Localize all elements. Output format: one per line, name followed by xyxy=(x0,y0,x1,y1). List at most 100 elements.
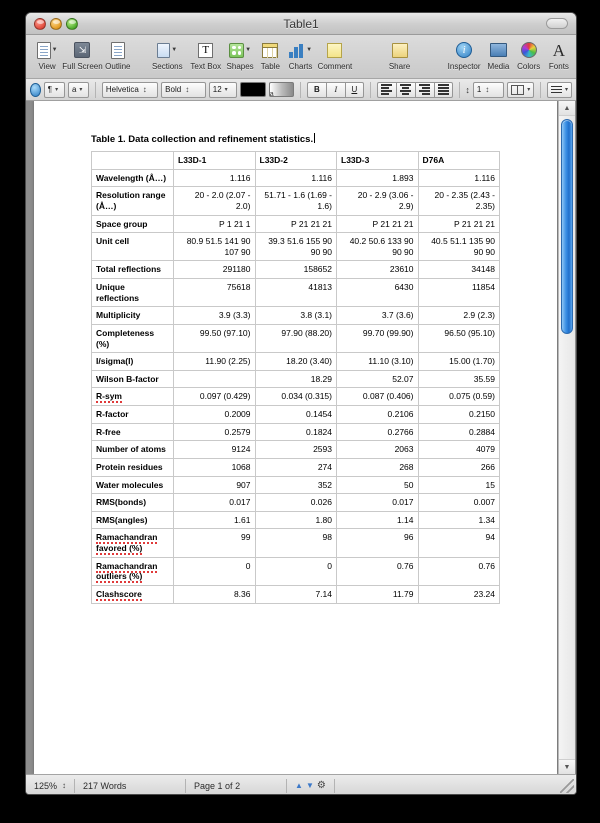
toolbar-item-text-box[interactable]: T Text Box xyxy=(187,38,225,71)
row-label[interactable]: R-factor xyxy=(91,405,174,424)
gear-icon[interactable]: ⚙ xyxy=(316,780,326,791)
table-cell[interactable]: 11854 xyxy=(417,277,500,308)
toolbar-item-shapes[interactable]: ▼ Shapes xyxy=(225,38,255,71)
text-fill-swatch[interactable]: a xyxy=(268,82,295,98)
row-label[interactable]: Ramachandran outliers (%) xyxy=(91,556,174,586)
table-cell[interactable]: 268 xyxy=(336,457,419,477)
row-label[interactable]: Protein residues xyxy=(91,457,174,477)
table-cell[interactable]: 11.10 (3.10) xyxy=(336,352,419,371)
table-corner-cell[interactable] xyxy=(91,151,174,170)
row-label[interactable]: Total reflections xyxy=(91,260,174,279)
table-cell[interactable]: 50 xyxy=(336,475,419,495)
bold-button[interactable]: B xyxy=(306,81,326,98)
font-size-field[interactable]: 12 xyxy=(208,81,238,98)
title-bar[interactable]: Table1 xyxy=(26,13,576,35)
table-cell[interactable]: 274 xyxy=(254,457,337,477)
table-cell[interactable]: 99.50 (97.10) xyxy=(173,323,256,354)
table-cell[interactable]: 1.14 xyxy=(336,510,419,530)
table-cell[interactable]: 52.07 xyxy=(336,369,419,389)
toolbar-item-media[interactable]: Media xyxy=(483,38,513,71)
font-typeface-popup[interactable]: Bold xyxy=(161,81,206,98)
table-cell[interactable]: P 1 21 1 xyxy=(173,214,256,234)
table-caption[interactable]: Table 1. Data collection and refinement … xyxy=(91,133,316,145)
table-cell[interactable]: 18.20 (3.40) xyxy=(254,352,337,371)
table-cell[interactable]: 23.24 xyxy=(417,584,500,604)
table-cell[interactable]: P 21 21 21 xyxy=(336,214,419,234)
table-cell[interactable]: 23610 xyxy=(336,260,419,279)
table-cell[interactable]: 3.7 (3.6) xyxy=(336,306,419,325)
table-cell[interactable]: 75618 xyxy=(173,277,256,308)
table-cell[interactable]: 98 xyxy=(254,528,337,558)
columns-popup[interactable] xyxy=(507,81,535,98)
table-cell[interactable]: 2593 xyxy=(254,440,337,459)
table-cell[interactable]: 0.2884 xyxy=(417,422,500,442)
row-label[interactable]: I/sigma(I) xyxy=(91,352,174,371)
table-cell[interactable]: 39.3 51.6 155 90 90 90 xyxy=(254,232,337,262)
table-cell[interactable]: 1.80 xyxy=(254,510,337,530)
table-cell[interactable]: 1.61 xyxy=(173,510,256,530)
align-right-button[interactable] xyxy=(414,81,434,98)
column-header-l33d-3[interactable]: L33D-3 xyxy=(336,151,419,170)
toolbar-item-inspector[interactable]: i Inspector xyxy=(445,38,483,71)
row-label[interactable]: RMS(bonds) xyxy=(91,493,174,512)
align-justify-button[interactable] xyxy=(433,81,453,98)
italic-button[interactable]: I xyxy=(325,81,345,98)
row-label[interactable]: Multiplicity xyxy=(91,306,174,325)
toolbar-item-share[interactable]: Share xyxy=(384,38,414,71)
table-cell[interactable]: 11.90 (2.25) xyxy=(173,352,256,371)
page-navigation[interactable]: ▲ ▼ ⚙ xyxy=(287,775,334,794)
table-cell[interactable]: 0.2579 xyxy=(173,422,256,442)
table-cell[interactable]: 0.097 (0.429) xyxy=(173,387,256,406)
table-cell[interactable]: 352 xyxy=(254,475,337,495)
table-cell[interactable]: 0.017 xyxy=(173,493,256,512)
table-cell[interactable]: 0.087 (0.406) xyxy=(336,387,419,406)
toolbar-item-charts[interactable]: ▼ Charts xyxy=(285,38,315,71)
toolbar-item-sections[interactable]: ▼ Sections xyxy=(148,38,186,71)
styles-drawer-icon[interactable] xyxy=(30,82,41,97)
table-cell[interactable]: 80.9 51.5 141 90 107 90 xyxy=(173,232,256,262)
table-cell[interactable] xyxy=(173,369,256,389)
table-cell[interactable]: 96 xyxy=(336,528,419,558)
table-cell[interactable]: 3.9 (3.3) xyxy=(173,306,256,325)
table-cell[interactable]: 291180 xyxy=(173,260,256,279)
row-label[interactable]: Wilson B-factor xyxy=(91,369,174,389)
table-cell[interactable]: 0.76 xyxy=(417,556,500,586)
table-cell[interactable]: 1.116 xyxy=(254,168,337,188)
table-cell[interactable]: 9124 xyxy=(173,440,256,459)
zoom-control[interactable]: 125% xyxy=(26,775,74,794)
table-cell[interactable]: 0.76 xyxy=(336,556,419,586)
minimize-button[interactable] xyxy=(50,17,62,30)
table-cell[interactable]: 0.017 xyxy=(336,493,419,512)
align-left-button[interactable] xyxy=(376,81,396,98)
table-cell[interactable]: 0.1824 xyxy=(254,422,337,442)
table-cell[interactable]: P 21 21 21 xyxy=(254,214,337,234)
table-cell[interactable]: 15.00 (1.70) xyxy=(417,352,500,371)
table-cell[interactable]: 99.70 (99.90) xyxy=(336,323,419,354)
table-cell[interactable]: 15 xyxy=(417,475,500,495)
table-cell[interactable]: 6430 xyxy=(336,277,419,308)
table-cell[interactable]: 1068 xyxy=(173,457,256,477)
scroll-down-arrow[interactable]: ▼ xyxy=(559,759,575,774)
row-label[interactable]: Unique reflections xyxy=(91,277,174,308)
line-spacing-field[interactable]: 1 xyxy=(472,81,505,98)
table-cell[interactable]: 0.075 (0.59) xyxy=(417,387,500,406)
toolbar-item-view[interactable]: ▼ View xyxy=(32,38,62,71)
table-cell[interactable]: 97.90 (88.20) xyxy=(254,323,337,354)
table-cell[interactable]: 40.2 50.6 133 90 90 90 xyxy=(336,232,419,262)
toolbar-toggle-button[interactable] xyxy=(546,18,568,29)
table-cell[interactable]: 7.14 xyxy=(254,584,337,604)
table-cell[interactable]: 266 xyxy=(417,457,500,477)
table-cell[interactable]: 35.59 xyxy=(417,369,500,389)
toolbar-item-table[interactable]: Table xyxy=(255,38,285,71)
scroll-up-arrow[interactable]: ▲ xyxy=(559,101,575,116)
table-cell[interactable]: 0.1454 xyxy=(254,405,337,424)
resize-grip[interactable] xyxy=(560,778,574,793)
table-cell[interactable]: P 21 21 21 xyxy=(417,214,500,234)
text-color-swatch[interactable] xyxy=(240,82,266,97)
align-center-button[interactable] xyxy=(395,81,415,98)
row-label[interactable]: Wavelength (Å…) xyxy=(91,168,174,188)
table-cell[interactable]: 0 xyxy=(254,556,337,586)
table-cell[interactable]: 0.2009 xyxy=(173,405,256,424)
table-cell[interactable]: 20 - 2.35 (2.43 - 2.35) xyxy=(417,186,500,216)
table-cell[interactable]: 158652 xyxy=(254,260,337,279)
